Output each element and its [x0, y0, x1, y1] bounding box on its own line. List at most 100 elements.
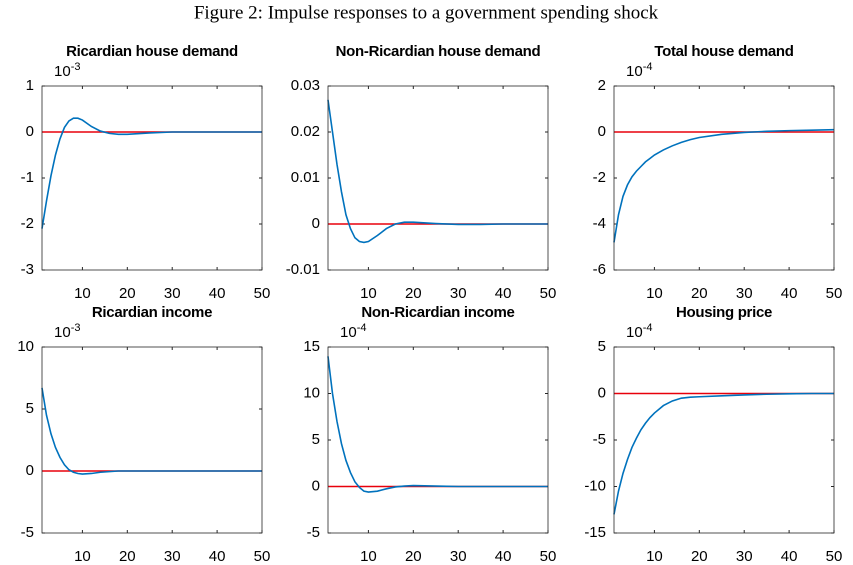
- y-tick-label: -2: [21, 215, 34, 232]
- y-tick-label: -5: [593, 431, 606, 448]
- x-tick-label: 30: [736, 285, 753, 302]
- x-tick-label: 40: [209, 285, 226, 302]
- y-tick-label: 10: [303, 384, 320, 401]
- x-tick-label: 20: [119, 548, 136, 565]
- x-tick-label: 50: [540, 548, 557, 565]
- y-tick-label: 0: [598, 384, 606, 401]
- axis-exponent: 10-4: [626, 322, 652, 341]
- axes-box: [41, 346, 263, 534]
- y-tick-label: -1: [21, 169, 34, 186]
- x-tick-label: 20: [405, 285, 422, 302]
- subplot-title: Non-Ricardian house demand: [336, 43, 541, 60]
- figure-title: Figure 2: Impulse responses to a governm…: [194, 2, 659, 23]
- exponent-base: 10: [626, 63, 643, 80]
- y-tick-label: 0: [598, 123, 606, 140]
- series-line: [327, 356, 548, 493]
- axis-exponent: 10-4: [340, 322, 366, 341]
- x-tick-label: 20: [119, 285, 136, 302]
- subplot-title: Ricardian income: [92, 304, 212, 321]
- y-tick-label: 0.03: [291, 77, 320, 94]
- x-tick-label: 40: [781, 285, 798, 302]
- axes-box: [327, 85, 549, 271]
- x-tick-label: 50: [826, 548, 843, 565]
- plot-area: [42, 86, 262, 270]
- y-tick-label: -0.01: [286, 261, 320, 278]
- y-tick-label: -5: [307, 524, 320, 541]
- exponent-power: -3: [71, 61, 81, 73]
- series-line: [41, 117, 262, 229]
- y-tick-label: -6: [593, 261, 606, 278]
- y-tick-label: 5: [312, 431, 320, 448]
- x-tick-label: 40: [495, 548, 512, 565]
- axis-exponent: 10-3: [54, 322, 80, 341]
- x-tick-label: 50: [540, 285, 557, 302]
- x-tick-label: 30: [164, 548, 181, 565]
- series-line: [327, 99, 548, 244]
- y-tick-label: 0: [312, 215, 320, 232]
- subplot-title: Non-Ricardian income: [361, 304, 514, 321]
- x-tick-label: 10: [646, 285, 663, 302]
- exponent-power: -3: [71, 322, 81, 334]
- x-tick-label: 10: [74, 285, 91, 302]
- exponent-base: 10: [54, 63, 71, 80]
- plot-area: [614, 86, 834, 270]
- y-tick-label: 2: [598, 77, 606, 94]
- x-tick-label: 30: [736, 548, 753, 565]
- series-line: [613, 128, 835, 243]
- plot-area: [614, 347, 834, 533]
- axes-box: [41, 85, 263, 271]
- axes-box: [613, 346, 835, 534]
- y-tick-label: -4: [593, 215, 606, 232]
- series-line: [41, 387, 262, 475]
- x-tick-label: 10: [74, 548, 91, 565]
- x-tick-label: 40: [781, 548, 798, 565]
- axes-box: [613, 85, 835, 271]
- y-tick-label: 5: [26, 400, 34, 417]
- x-tick-label: 50: [826, 285, 843, 302]
- x-tick-label: 40: [495, 285, 512, 302]
- x-tick-label: 30: [450, 548, 467, 565]
- x-tick-label: 50: [254, 285, 271, 302]
- axis-exponent: 10-4: [626, 61, 652, 80]
- y-tick-label: 0: [26, 123, 34, 140]
- y-tick-label: 5: [598, 338, 606, 355]
- subplot-title: Total house demand: [654, 43, 793, 60]
- plot-area: [328, 86, 548, 270]
- exponent-base: 10: [626, 324, 643, 341]
- y-tick-label: 0.02: [291, 123, 320, 140]
- y-tick-label: 0.01: [291, 169, 320, 186]
- x-tick-label: 50: [254, 548, 271, 565]
- plot-area: [328, 347, 548, 533]
- exponent-base: 10: [340, 324, 357, 341]
- subplot-title: Housing price: [676, 304, 772, 321]
- y-tick-label: 0: [26, 462, 34, 479]
- x-tick-label: 20: [691, 285, 708, 302]
- exponent-base: 10: [54, 324, 71, 341]
- axis-exponent: 10-3: [54, 61, 80, 80]
- x-tick-label: 30: [164, 285, 181, 302]
- x-tick-label: 10: [360, 548, 377, 565]
- y-tick-label: -15: [584, 524, 606, 541]
- x-tick-label: 20: [405, 548, 422, 565]
- x-tick-label: 20: [691, 548, 708, 565]
- exponent-power: -4: [643, 61, 653, 73]
- series-line: [613, 392, 834, 515]
- y-tick-label: -10: [584, 477, 606, 494]
- x-tick-label: 40: [209, 548, 226, 565]
- subplot-title: Ricardian house demand: [66, 43, 238, 60]
- y-tick-label: 10: [17, 338, 34, 355]
- plot-area: [42, 347, 262, 533]
- y-tick-label: 0: [312, 477, 320, 494]
- x-tick-label: 10: [646, 548, 663, 565]
- y-tick-label: -2: [593, 169, 606, 186]
- y-tick-label: 1: [26, 77, 34, 94]
- y-tick-label: -3: [21, 261, 34, 278]
- x-tick-label: 10: [360, 285, 377, 302]
- axes-box: [327, 346, 549, 534]
- y-tick-label: 15: [303, 338, 320, 355]
- y-tick-label: -5: [21, 524, 34, 541]
- x-tick-label: 30: [450, 285, 467, 302]
- exponent-power: -4: [357, 322, 367, 334]
- exponent-power: -4: [643, 322, 653, 334]
